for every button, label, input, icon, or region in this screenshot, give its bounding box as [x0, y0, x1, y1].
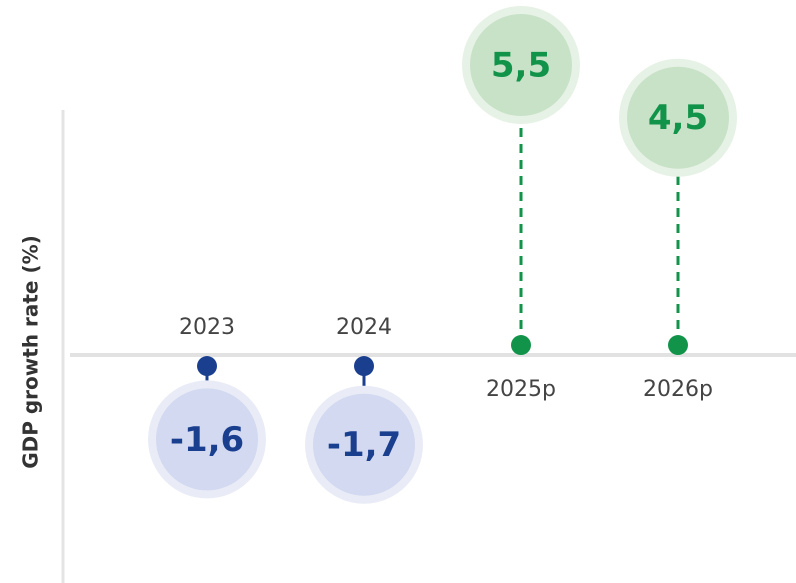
dot — [197, 356, 217, 377]
category-label: 2025p — [486, 377, 556, 402]
value-label: -1,7 — [327, 425, 401, 465]
value-label: 5,5 — [491, 46, 551, 86]
category-label: 2023 — [179, 315, 235, 340]
bubble — [156, 388, 258, 491]
dot — [511, 335, 531, 356]
value-label: 4,5 — [648, 98, 708, 138]
bubble — [627, 66, 729, 169]
bubble — [313, 393, 415, 496]
category-label: 2026p — [643, 377, 713, 402]
y-axis-label: GDP growth rate (%) — [19, 235, 43, 469]
dot — [668, 335, 688, 356]
category-label: 2024 — [336, 315, 392, 340]
value-label: -1,6 — [170, 420, 244, 460]
dot — [354, 356, 374, 377]
bubble — [470, 14, 572, 117]
